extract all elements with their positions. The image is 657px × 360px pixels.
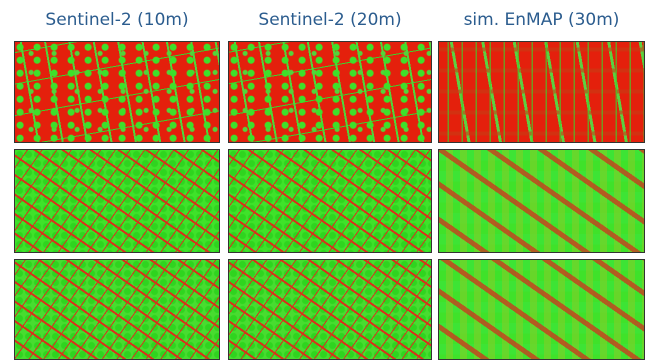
- map-tile: [228, 41, 432, 143]
- column-header: sim. EnMAP (30m): [438, 10, 645, 30]
- map-tile: [14, 259, 220, 360]
- map-tile: [228, 149, 432, 253]
- map-tile: [228, 259, 432, 360]
- column-header: Sentinel-2 (20m): [228, 10, 432, 30]
- column-header: Sentinel-2 (10m): [14, 10, 220, 30]
- map-tile: [438, 149, 645, 253]
- map-tile: [438, 41, 645, 143]
- map-tile: [14, 41, 220, 143]
- figure: {"headers": ["Sentinel-2 (10m)", "Sentin…: [0, 0, 657, 360]
- map-tile: [14, 149, 220, 253]
- map-tile: [438, 259, 645, 360]
